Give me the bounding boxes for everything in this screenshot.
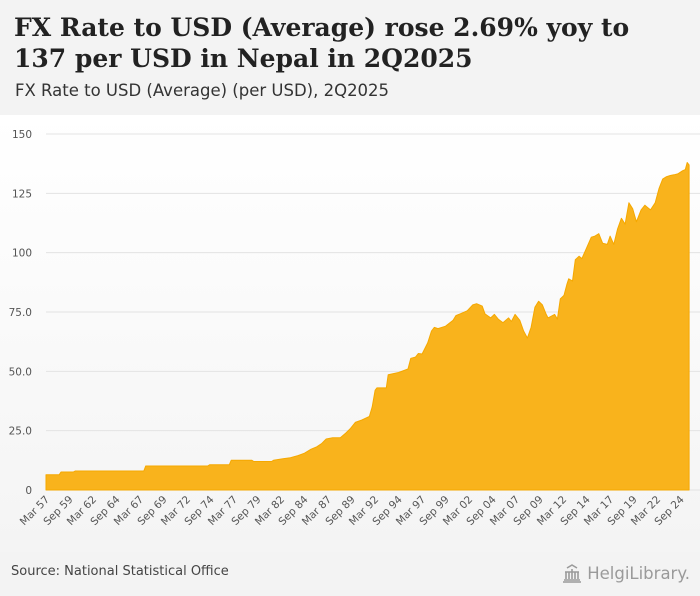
source-note: Source: National Statistical Office <box>11 564 229 579</box>
area-layer <box>45 162 690 491</box>
area-series-fx-rate <box>45 162 690 491</box>
y-axis: 0 25.0 50.0 75.0 100 125 150 <box>9 129 32 497</box>
helgi-library-logo[interactable]: HelgiLibrary. <box>561 560 690 586</box>
chart-subtitle: FX Rate to USD (Average) (per USD), 2Q20… <box>15 81 390 100</box>
header: FX Rate to USD (Average) rose 2.69% yoy … <box>0 0 700 115</box>
y-tick-label: 25.0 <box>9 426 32 438</box>
y-tick-label: 100 <box>12 248 32 260</box>
y-tick-label: 150 <box>12 129 32 141</box>
y-tick-label: 50.0 <box>9 366 32 378</box>
logo-text: HelgiLibrary. <box>587 563 690 583</box>
y-tick-label: 0 <box>25 485 32 497</box>
chart-title: FX Rate to USD (Average) rose 2.69% yoy … <box>14 13 630 73</box>
y-tick-label: 75.0 <box>9 307 32 319</box>
footer: Source: National Statistical Office Helg… <box>0 552 700 596</box>
y-tick-label: 125 <box>12 188 32 200</box>
library-building-icon <box>563 564 582 583</box>
